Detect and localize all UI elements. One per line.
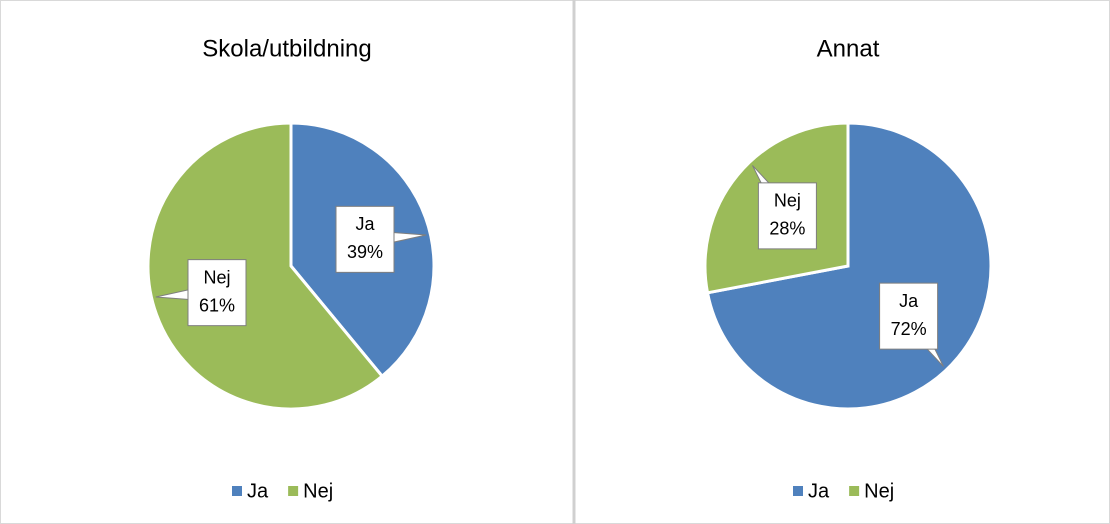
legend-swatch xyxy=(793,486,803,496)
legend-label: Ja xyxy=(808,480,830,502)
legend-swatch xyxy=(232,486,242,496)
label-pointer-cover xyxy=(364,232,378,247)
data-label-value: 61% xyxy=(199,295,235,315)
data-label-value: 39% xyxy=(347,242,383,262)
label-pointer-cover xyxy=(780,205,794,220)
legend-swatch xyxy=(288,486,299,496)
data-label-category: Nej xyxy=(774,191,801,211)
label-pointer-cover xyxy=(902,312,916,327)
legend-label: Nej xyxy=(864,480,894,502)
pie-slice xyxy=(146,121,385,411)
data-label-category: Nej xyxy=(203,267,230,287)
data-label-value: 28% xyxy=(769,219,805,239)
data-label-value: 72% xyxy=(891,319,927,339)
data-label-category: Ja xyxy=(899,291,919,311)
chart-title: Annat xyxy=(817,35,880,62)
legend-label: Nej xyxy=(303,480,333,502)
chart-title: Skola/utbildning xyxy=(202,35,371,62)
legend-label: Ja xyxy=(247,480,269,502)
data-label-category: Ja xyxy=(355,214,375,234)
legend-swatch xyxy=(849,486,860,496)
label-pointer-cover xyxy=(204,285,218,300)
